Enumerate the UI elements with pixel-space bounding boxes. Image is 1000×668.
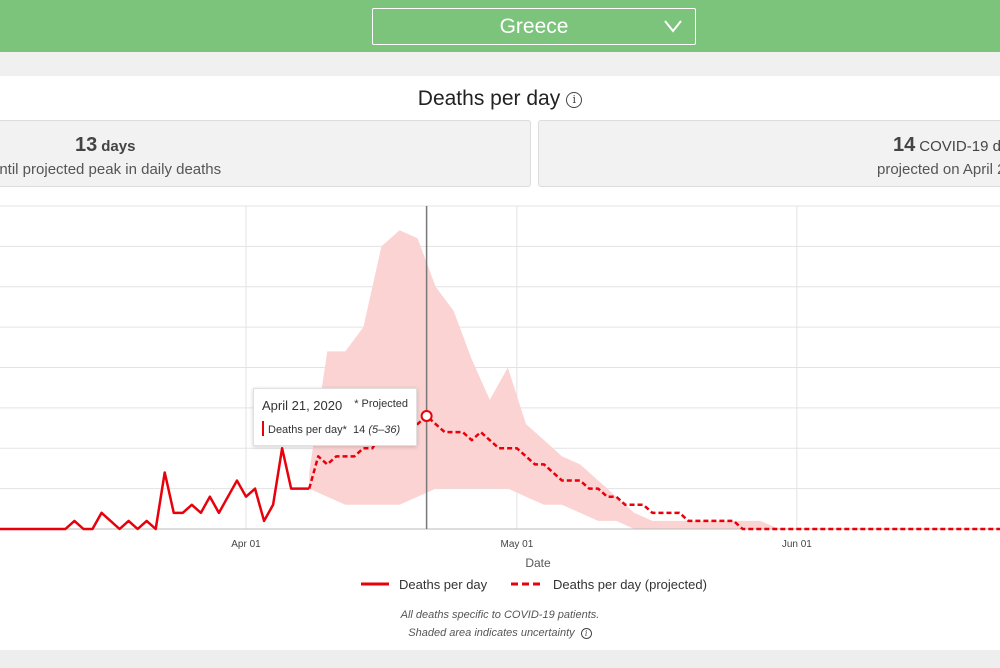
chart-note-2: Shaded area indicates uncertainty i	[0, 627, 1000, 639]
x-axis-title: Date	[525, 556, 551, 570]
legend-projected-label: Deaths per day (projected)	[553, 577, 707, 592]
uncertainty-info-icon[interactable]: i	[580, 628, 592, 639]
stat-peak-value: 13 days	[75, 134, 135, 157]
info-icon[interactable]: i	[566, 92, 583, 108]
legend-observed-label: Deaths per day	[399, 577, 488, 592]
chart-tooltip: April 21, 2020 * Projected Deaths per da…	[253, 388, 417, 446]
header-bar: Greece	[0, 0, 1000, 52]
deaths-chart[interactable]: Apr 01 May 01 Jun 01 Date	[0, 200, 1000, 580]
tooltip-projected-flag: * Projected	[354, 398, 408, 410]
series-line-observed	[0, 447, 310, 531]
x-tick-label: Apr 01	[231, 539, 261, 550]
x-tick-label: Jun 01	[782, 539, 812, 550]
tooltip-value: 14	[353, 424, 366, 436]
legend-observed[interactable]: Deaths per day	[361, 577, 487, 592]
stat-deaths-subtitle: projected on April 21	[877, 161, 1000, 178]
stat-deaths-unit: COVID-19 deaths	[919, 138, 1000, 155]
legend-solid-swatch	[361, 582, 389, 586]
tooltip-row: Deaths per day* 14 (5–36)	[262, 421, 400, 436]
stat-peak-number: 13	[75, 134, 98, 156]
stat-deaths-number: 14	[893, 134, 916, 156]
stat-peak-subtitle: until projected peak in daily deaths	[0, 161, 222, 178]
tooltip-series-swatch	[262, 421, 264, 436]
chart-note-2-text: Shaded area indicates uncertainty	[408, 627, 575, 639]
chevron-down-icon	[664, 20, 682, 33]
panel-title: Deaths per day i	[0, 86, 1000, 112]
bottom-strip	[0, 650, 1000, 668]
tooltip-range: (5–36)	[368, 424, 401, 436]
highlight-point	[420, 409, 433, 422]
panel-title-text: Deaths per day	[417, 87, 561, 110]
country-select-value: Greece	[499, 15, 569, 38]
uncertainty-band	[309, 230, 797, 529]
tooltip-date: April 21, 2020	[262, 398, 343, 413]
stat-peak-unit: days	[101, 138, 136, 155]
stat-box-peak: 13 days until projected peak in daily dea…	[0, 120, 531, 187]
legend-dashed-swatch	[511, 582, 541, 586]
tooltip-series-label: Deaths per day*	[268, 424, 347, 436]
legend-projected[interactable]: Deaths per day (projected)	[511, 577, 707, 592]
chart-note-1: All deaths specific to COVID-19 patients…	[400, 609, 600, 621]
x-tick-label: May 01	[501, 539, 534, 550]
country-select[interactable]: Greece	[372, 8, 696, 45]
